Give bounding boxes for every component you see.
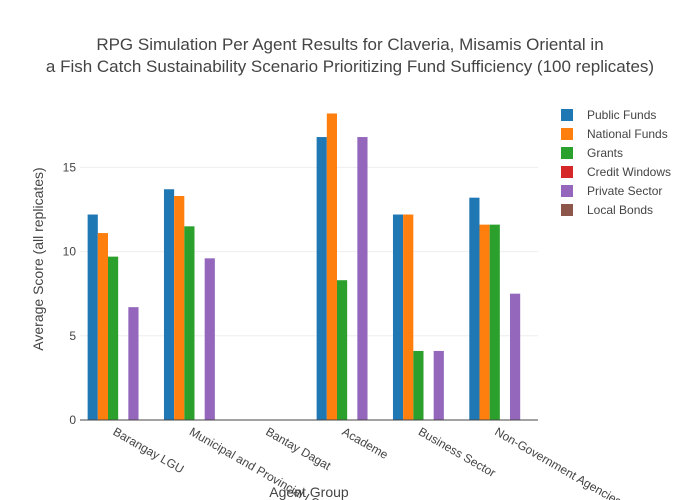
bar[interactable] (316, 137, 327, 421)
legend-label: Public Funds (587, 108, 656, 122)
legend-item[interactable]: Local Bonds (561, 203, 653, 217)
x-axis-title: Agent Group (269, 484, 349, 500)
bar[interactable] (479, 224, 490, 420)
x-tick-label: Bantay Dagat (263, 424, 334, 473)
legend-item[interactable]: Credit Windows (561, 165, 671, 179)
bar[interactable] (336, 280, 348, 420)
series-national-funds (97, 113, 490, 420)
x-tick-label: Academe (340, 424, 391, 462)
bar[interactable] (357, 137, 368, 421)
bar[interactable] (128, 307, 139, 420)
bar[interactable] (107, 256, 119, 420)
legend-swatch (561, 147, 573, 159)
gridlines (80, 166, 538, 337)
legend-item[interactable]: National Funds (561, 127, 668, 141)
chart-title-line-1: RPG Simulation Per Agent Results for Cla… (96, 35, 603, 54)
y-axis-title: Average Score (all replicates) (30, 167, 46, 350)
bar[interactable] (433, 350, 444, 420)
legend-swatch (561, 204, 573, 216)
legend-swatch (561, 185, 573, 197)
legend-item[interactable]: Public Funds (561, 108, 656, 122)
legend-label: Credit Windows (587, 165, 671, 179)
series-grants (107, 224, 500, 420)
bar[interactable] (163, 189, 175, 420)
x-axis-ticks: Barangay LGU Municipal and Provincial LGU… (111, 424, 624, 500)
bar[interactable] (87, 214, 98, 420)
y-tick-label: 5 (69, 329, 76, 343)
legend-label: Local Bonds (587, 203, 653, 217)
chart-title-line-2: a Fish Catch Sustainability Scenario Pri… (46, 57, 654, 76)
x-tick-label: Barangay LGU (111, 424, 187, 476)
bar[interactable] (489, 224, 500, 420)
bar[interactable] (204, 258, 215, 420)
legend-item[interactable]: Grants (561, 146, 623, 160)
bar[interactable] (326, 113, 337, 420)
series-private-sector (128, 137, 521, 421)
legend[interactable]: Public Funds National Funds Grants Credit W… (561, 108, 671, 217)
y-tick-label: 15 (63, 160, 77, 174)
legend-label: Private Sector (587, 184, 662, 198)
bar[interactable] (184, 226, 195, 420)
y-tick-label: 0 (69, 413, 76, 427)
bar[interactable] (403, 214, 414, 420)
legend-label: Grants (587, 146, 623, 160)
bar[interactable] (469, 197, 480, 420)
bar[interactable] (97, 233, 108, 420)
series-public-funds (87, 137, 480, 421)
legend-swatch (561, 128, 573, 140)
legend-item[interactable]: Private Sector (561, 184, 662, 198)
bar[interactable] (413, 350, 424, 420)
bar[interactable] (510, 293, 521, 420)
x-tick-label: Non-Government Agencies (492, 424, 624, 500)
bars (87, 113, 521, 421)
bar[interactable] (174, 196, 185, 420)
legend-swatch (561, 109, 573, 121)
y-tick-label: 10 (63, 245, 77, 259)
legend-label: National Funds (587, 127, 668, 141)
legend-swatch (561, 166, 573, 178)
chart-title: RPG Simulation Per Agent Results for Cla… (46, 35, 654, 76)
bar[interactable] (392, 214, 404, 420)
y-axis-ticks: 0 5 10 15 (63, 160, 77, 427)
x-tick-label: Business Sector (416, 424, 498, 479)
